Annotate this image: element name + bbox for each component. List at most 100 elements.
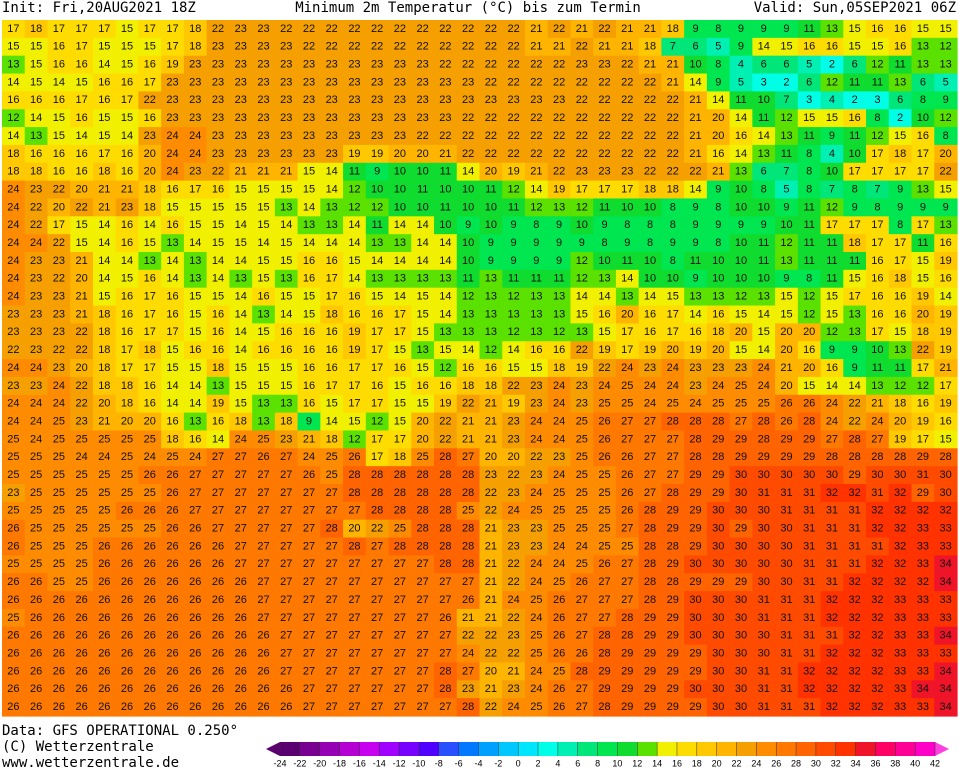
temperature-value: 21 [98,201,110,213]
temperature-value: 23 [712,362,724,374]
temperature-value: 24 [7,273,19,285]
temperature-cell [502,359,526,378]
temperature-value: 11 [803,237,814,249]
temperature-value: 27 [189,505,201,517]
temperature-value: 18 [166,433,178,445]
temperature-value: 23 [303,76,315,88]
temperature-cell [547,91,572,110]
temperature-value: 13 [280,273,292,285]
temperature-cell [706,216,731,235]
temperature-value: 28 [667,540,679,552]
temperature-value: 16 [940,273,952,285]
temperature-value: 18 [894,273,906,285]
temperature-value: 27 [235,558,247,570]
temperature-value: 19 [439,398,451,410]
temperature-value: 27 [462,451,474,463]
temperature-value: 15 [394,415,406,427]
temperature-value: 23 [348,130,360,142]
temperature-value: 21 [576,23,588,35]
temperature-value: 26 [553,683,565,695]
temperature-value: 30 [735,665,747,677]
temperature-value: 23 [348,112,360,124]
temperature-value: 27 [371,612,383,624]
temperature-cell [115,109,140,128]
temperature-value: 28 [439,451,451,463]
temperature-value: 23 [326,76,338,88]
temperature-cell [888,412,913,432]
temperature-value: 25 [576,469,588,481]
temperature-value: 9 [829,130,835,142]
temperature-value: 29 [621,683,633,695]
data-source: Data: GFS OPERATIONAL 0.250° [2,723,238,739]
temperature-value: 23 [303,130,315,142]
temperature-value: 13 [257,308,269,320]
temperature-value: 9 [829,344,835,356]
temperature-cell [434,37,458,57]
temperature-value: 23 [212,130,224,142]
temperature-value: 23 [121,201,133,213]
temperature-value: 32 [871,612,883,624]
temperature-cell [866,252,890,271]
temperature-cell [934,180,958,200]
temperature-cell [388,412,412,432]
temperature-value: 26 [189,683,201,695]
temperature-cell [2,305,26,324]
temperature-cell [274,252,299,271]
temperature-cell [138,127,162,146]
temperature-cell [752,198,776,217]
temperature-cell [524,448,549,467]
temperature-value: 24 [758,362,770,374]
temperature-cell [661,448,685,467]
temperature-cell [843,573,867,592]
temperature-cell [365,216,390,235]
temperature-value: 26 [280,683,292,695]
temperature-cell [911,109,935,128]
temperature-value: 27 [303,612,315,624]
temperature-cell [797,20,822,39]
temperature-value: 32 [849,487,861,499]
temperature-value: 23 [212,148,224,160]
temperature-cell [820,376,844,396]
temperature-cell [502,466,526,485]
temperature-cell [752,37,776,57]
temperature-value: 22 [598,362,610,374]
temperature-value: 14 [348,237,360,249]
temperature-value: 30 [712,523,724,535]
temperature-value: 27 [280,505,292,517]
temperature-value: 28 [689,415,701,427]
temperature-cell [161,305,185,324]
temperature-cell [70,198,94,217]
temperature-value: 18 [144,183,156,195]
temperature-cell [570,216,594,235]
temperature-cell [911,573,935,592]
temperature-cell [47,341,71,360]
temperature-cell [547,180,572,200]
temperature-cell [615,412,640,432]
temperature-cell [843,91,867,110]
temperature-cell [161,37,185,57]
temperature-cell [729,269,753,289]
temperature-cell [297,519,321,539]
temperature-cell [502,127,526,146]
temperature-cell [434,591,458,610]
temperature-value: 23 [53,291,65,303]
temperature-value: 14 [235,344,247,356]
temperature-value: 27 [394,665,406,677]
temperature-value: 10 [439,219,451,231]
temperature-value: 9 [943,94,949,106]
temperature-value: 22 [75,326,87,338]
temperature-value: 11 [872,76,883,88]
temperature-cell [661,537,685,556]
temperature-value: 26 [121,558,133,570]
temperature-value: 26 [30,612,42,624]
temperature-cell [706,144,731,164]
temperature-value: 24 [166,166,178,178]
temperature-cell [206,466,230,485]
temperature-value: 15 [98,112,110,124]
temperature-value: 27 [667,433,679,445]
temperature-cell [797,37,822,57]
temperature-cell [479,305,503,324]
temperature-cell [115,430,140,449]
temperature-value: 14 [326,183,338,195]
temperature-cell [47,376,71,396]
